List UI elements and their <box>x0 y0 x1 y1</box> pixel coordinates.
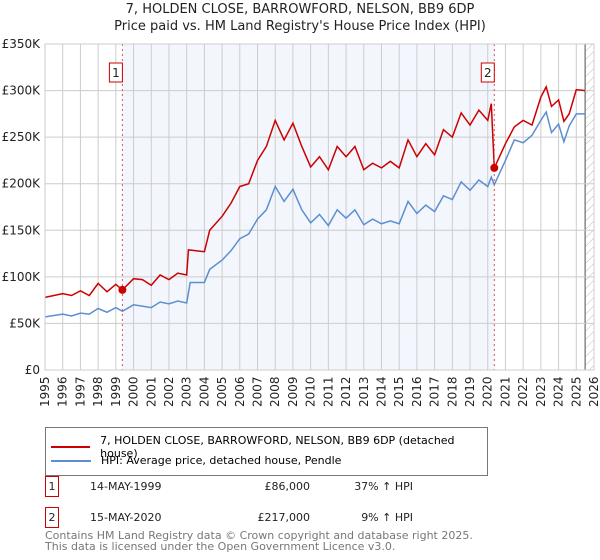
x-tick-label: 2020 <box>481 376 495 407</box>
shaded-period <box>122 44 495 370</box>
x-tick-label: 2009 <box>286 376 300 407</box>
legend-swatch-red <box>51 446 91 448</box>
chart-subtitle: Price paid vs. HM Land Registry's House … <box>114 19 486 34</box>
x-tick-label: 2011 <box>321 376 335 407</box>
legend-item-hpi: HPI: Average price, detached house, Pend… <box>51 454 341 467</box>
transaction-row: 1 14-MAY-1999 £86,000 37% ↑ HPI <box>45 476 445 500</box>
x-tick-label: 2012 <box>339 376 353 407</box>
footer: Contains HM Land Registry data © Crown c… <box>45 530 473 552</box>
plot-border <box>44 43 595 371</box>
x-tick-label: 2010 <box>304 376 318 407</box>
x-tick-label: 2006 <box>233 376 247 407</box>
legend: 7, HOLDEN CLOSE, BARROWFORD, NELSON, BB9… <box>45 427 488 476</box>
marker-badge: 1 <box>45 476 59 497</box>
transaction-price: £217,000 <box>257 511 311 524</box>
x-tick-label: 1998 <box>91 376 105 407</box>
transaction-date: 14-MAY-1999 <box>90 480 162 493</box>
x-tick-label: 2023 <box>534 376 548 407</box>
x-tick-label: 2000 <box>127 376 141 407</box>
line-chart: 1995 1996 1997 1998 1999 2000 2001 2002 2003 2004… <box>2 37 600 407</box>
marker-box <box>480 62 495 83</box>
y-tick-label: £250K <box>2 130 42 144</box>
x-tick-label: 1997 <box>73 376 87 407</box>
x-tick-label: 2014 <box>374 376 388 407</box>
x-tick-label: 2022 <box>516 376 530 407</box>
marker-label: 2 <box>484 66 492 80</box>
y-tick-label: £300K <box>2 84 42 98</box>
x-tick-label: 1996 <box>56 376 70 407</box>
y-tick-label: £150K <box>2 223 42 237</box>
transaction-row: 2 15-MAY-2020 £217,000 9% ↑ HPI <box>45 507 445 531</box>
y-tick-label: £100K <box>2 270 42 284</box>
y-tick-label: £350K <box>2 37 42 51</box>
marker-badge: 2 <box>45 507 59 528</box>
footer-line: This data is licensed under the Open Gov… <box>45 540 396 553</box>
x-tick-label: 2013 <box>357 376 371 407</box>
x-tick-label: 2007 <box>251 376 265 407</box>
x-tick-label: 2004 <box>197 376 211 407</box>
sale-point <box>118 285 127 294</box>
transaction-hpi: 37% ↑ HPI <box>354 480 413 493</box>
x-tick-label: 2025 <box>569 376 583 407</box>
sale-point <box>490 163 499 172</box>
hpi-line <box>44 110 586 318</box>
legend-swatch-blue <box>51 459 91 462</box>
x-tick-label: 1995 <box>38 376 52 407</box>
x-tick-label: 2018 <box>445 376 459 407</box>
x-tick-label: 2026 <box>587 376 600 407</box>
marker-label: 1 <box>112 66 120 80</box>
forecast-hatch <box>585 44 594 370</box>
chart-title: 7, HOLDEN CLOSE, BARROWFORD, NELSON, BB9… <box>125 2 475 17</box>
legend-label: HPI: Average price, detached house, Pend… <box>101 454 342 467</box>
transaction-price: £86,000 <box>264 480 311 493</box>
x-tick-label: 2001 <box>144 376 158 407</box>
y-tick-label: £50K <box>9 316 41 330</box>
x-tick-label: 1999 <box>109 376 123 407</box>
transaction-hpi: 9% ↑ HPI <box>361 511 413 524</box>
marker-box <box>108 62 123 83</box>
x-tick-label: 2021 <box>498 376 512 407</box>
x-tick-label: 2015 <box>392 376 406 407</box>
x-tick-label: 2016 <box>410 376 424 407</box>
y-tick-label: £0 <box>25 363 40 377</box>
x-tick-label: 2024 <box>552 376 566 407</box>
transaction-date: 15-MAY-2020 <box>90 511 162 524</box>
x-tick-label: 2003 <box>180 376 194 407</box>
x-tick-label: 2002 <box>162 376 176 407</box>
x-tick-label: 2017 <box>428 376 442 407</box>
x-tick-label: 2019 <box>463 376 477 407</box>
legend-item-property: 7, HOLDEN CLOSE, BARROWFORD, NELSON, BB9… <box>51 434 487 460</box>
x-tick-label: 2005 <box>215 376 229 407</box>
x-tick-label: 2008 <box>268 376 282 407</box>
legend-label: 7, HOLDEN CLOSE, BARROWFORD, NELSON, BB9… <box>100 434 455 460</box>
price-paid-line <box>44 84 586 299</box>
y-tick-label: £200K <box>2 177 42 191</box>
footer-line: Contains HM Land Registry data © Crown c… <box>45 529 473 542</box>
